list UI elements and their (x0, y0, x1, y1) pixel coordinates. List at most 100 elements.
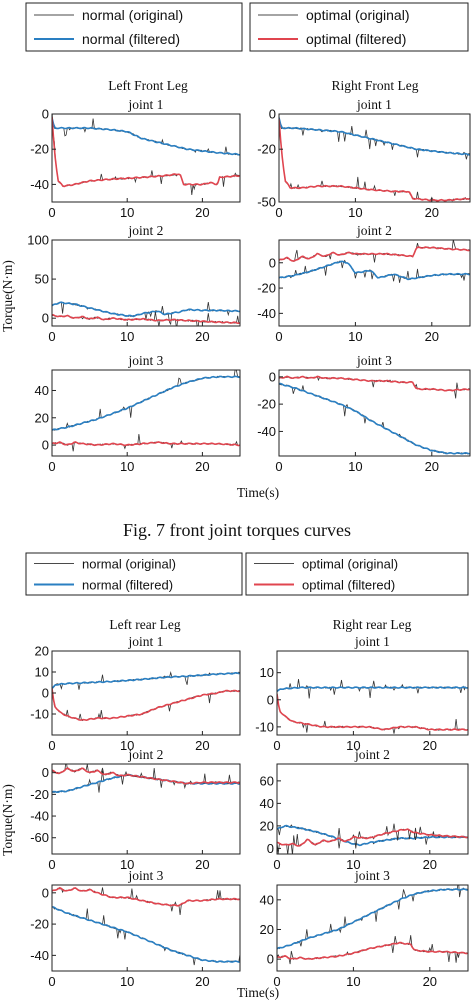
x-tick-label: 0 (275, 205, 282, 220)
y-tick-label: -40 (30, 809, 49, 824)
x-tick-label: 20 (195, 738, 209, 753)
chart-panel: joint 3 0 -20 -40 0 10 20 (30, 868, 241, 989)
y-tick-label: 0 (267, 952, 274, 967)
series-filtered-line (52, 313, 240, 325)
legend-label: normal (original) (82, 7, 183, 23)
chart-panel: joint 2 0 50 100 0 10 20 (27, 223, 241, 344)
y-tick-label: 40 (260, 796, 274, 811)
legend-box: optimal (original) optimal (filtered) (249, 2, 469, 52)
y-tick-label: 20 (35, 644, 49, 659)
series-filtered-line (279, 260, 470, 281)
plot-area (52, 886, 240, 966)
y-tick-label: 0 (42, 885, 49, 900)
x-tick-label: 0 (275, 459, 282, 474)
panel-title: joint 2 (356, 223, 392, 238)
legend-label: normal (original) (82, 557, 176, 572)
y-tick-label: 20 (35, 410, 49, 425)
y-tick-label: -10 (30, 707, 49, 722)
axes-frame (278, 239, 471, 327)
x-tick-label: 10 (120, 974, 134, 989)
x-tick-label: 10 (120, 459, 134, 474)
legend-label: optimal (filtered) (302, 578, 395, 593)
y-tick-label: 20 (260, 818, 274, 833)
series-filtered-line (277, 693, 468, 731)
axes-frame (51, 369, 241, 457)
series-filtered-line (279, 117, 470, 156)
panel-title: joint 1 (354, 634, 390, 649)
series-original-line (279, 118, 470, 202)
series-filtered-line (277, 824, 468, 847)
column-title: Left Front Leg (108, 78, 188, 93)
axes-frame (51, 884, 241, 972)
legend-box: optimal (original) optimal (filtered) (245, 552, 469, 596)
x-tick-label: 10 (346, 857, 360, 872)
series-filtered-line (52, 688, 240, 722)
series-filtered-line (52, 906, 240, 963)
figure-caption: Fig. 7 front joint torques curves (123, 520, 351, 540)
y-tick-label: 0 (269, 255, 276, 270)
plot-area (279, 375, 470, 455)
series-filtered-line (52, 301, 240, 318)
panel-title: joint 1 (128, 634, 164, 649)
x-tick-label: 10 (348, 205, 362, 220)
y-tick-label: 0 (42, 765, 49, 780)
axes-frame (278, 113, 471, 203)
plot-area (279, 240, 470, 283)
column-title: Right Front Leg (332, 78, 419, 93)
x-tick-label: 10 (346, 738, 360, 753)
series-filtered-line (279, 375, 470, 392)
x-tick-label: 0 (48, 205, 55, 220)
series-original-line (279, 259, 470, 283)
panel-title: joint 3 (128, 868, 164, 883)
x-tick-label: 0 (48, 459, 55, 474)
legend-box: normal (original) normal (filtered) (25, 2, 243, 52)
panel-title: joint 2 (128, 223, 164, 238)
plot-area (52, 671, 240, 722)
y-tick-label: 0 (267, 692, 274, 707)
x-tick-label: 20 (425, 329, 439, 344)
x-tick-label: 20 (195, 205, 209, 220)
y-tick-label: 0 (42, 311, 49, 326)
plot-area (52, 301, 240, 326)
x-tick-label: 10 (120, 857, 134, 872)
y-tick-label: 0 (42, 438, 49, 453)
axes-frame (51, 239, 241, 327)
y-tick-label: 100 (27, 233, 49, 248)
x-tick-label: 0 (275, 329, 282, 344)
y-tick-label: 10 (260, 665, 274, 680)
series-filtered-line (277, 888, 468, 950)
series-filtered-line (52, 767, 240, 785)
y-tick-label: -10 (255, 719, 274, 734)
column-title: Left rear Leg (109, 617, 180, 632)
y-tick-label: -20 (257, 397, 276, 412)
x-tick-label: 0 (48, 738, 55, 753)
chart-panel: joint 2 0 -20 -40 0 10 20 (257, 223, 471, 344)
y-tick-label: 60 (260, 773, 274, 788)
axes-frame (278, 369, 471, 457)
series-filtered-line (52, 886, 240, 907)
x-tick-label: 10 (120, 205, 134, 220)
x-tick-label: 20 (195, 459, 209, 474)
legend-label: normal (filtered) (82, 578, 173, 593)
y-tick-label: 0 (269, 107, 276, 122)
chart-panel: joint 1 20 10 0 -10 0 10 20 (30, 634, 241, 753)
chart-panel: joint 2 0 20 40 60 0 10 20 (260, 747, 469, 872)
y-tick-label: -20 (257, 142, 276, 157)
y-tick-label: -20 (30, 787, 49, 802)
y-tick-label: -40 (257, 306, 276, 321)
y-tick-label: -50 (257, 195, 276, 210)
plot-area (52, 114, 240, 196)
legend-frame (245, 552, 469, 596)
x-tick-label: 10 (346, 974, 360, 989)
x-tick-label: 10 (120, 329, 134, 344)
y-tick-label: 0 (269, 369, 276, 384)
chart-panel: joint 3 0 -20 -40 0 10 20 (257, 353, 471, 474)
x-tick-label: 20 (195, 857, 209, 872)
panel-title: joint 2 (354, 747, 390, 762)
axes-frame (276, 763, 469, 855)
x-tick-label: 10 (348, 459, 362, 474)
x-axis-label: Time(s) (237, 985, 279, 1000)
legend-label: optimal (filtered) (306, 31, 406, 47)
legend-label: normal (filtered) (82, 31, 180, 47)
panel-title: joint 1 (128, 97, 164, 112)
